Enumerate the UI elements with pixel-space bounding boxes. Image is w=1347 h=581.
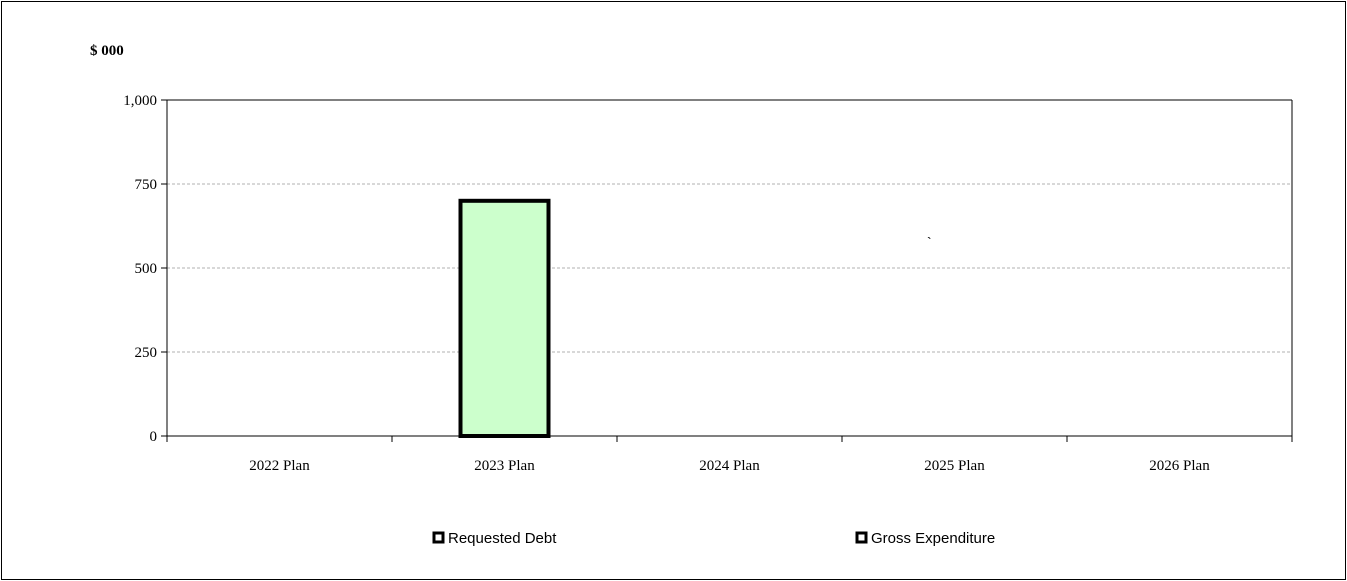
x-tick-label: 2023 Plan [474,458,535,474]
gridlines [167,183,1292,353]
y-axis-unit-label: $ 000 [90,43,124,59]
y-tick-labels: 0 250 500 750 1,000 [123,93,157,445]
y-tick-label: 0 [150,429,158,445]
legend: Requested Debt Gross Expenditure [432,530,995,547]
legend-swatch-gross-expenditure [855,531,868,544]
x-tick-label: 2022 Plan [249,458,310,474]
axes [161,99,1293,442]
bars [458,198,551,438]
x-tick-labels: 2022 Plan 2023 Plan 2024 Plan 2025 Plan 2026… [249,458,1210,474]
x-tick-label: 2024 Plan [699,458,760,474]
x-tick-label: 2025 Plan [924,458,985,474]
legend-item-requested-debt: Requested Debt [432,530,557,547]
legend-swatch-requested-debt [432,531,445,544]
bar-gross-expenditure [458,198,551,438]
y-tick-label: 1,000 [123,93,157,109]
y-tick-label: 500 [135,261,158,277]
y-tick-label: 750 [135,177,158,193]
legend-label-requested-debt: Requested Debt [448,530,557,547]
x-tick-label: 2026 Plan [1149,458,1210,474]
y-tick-label: 250 [135,345,158,361]
legend-item-gross-expenditure: Gross Expenditure [855,530,995,547]
chart-annotation: ` [927,234,932,250]
legend-label-gross-expenditure: Gross Expenditure [871,530,995,547]
